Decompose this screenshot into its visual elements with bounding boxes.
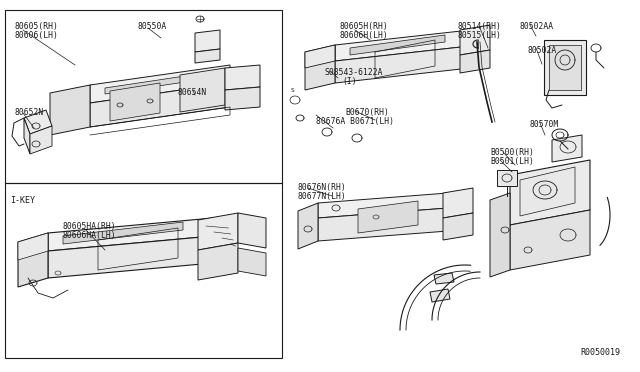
Polygon shape [30, 126, 52, 154]
Polygon shape [198, 243, 238, 280]
Text: S: S [291, 88, 295, 93]
Text: 80677N(LH): 80677N(LH) [298, 192, 347, 201]
Polygon shape [510, 210, 590, 270]
Polygon shape [497, 170, 517, 186]
Text: 80605HA(RH): 80605HA(RH) [62, 222, 116, 231]
Polygon shape [430, 289, 450, 302]
Polygon shape [298, 203, 318, 249]
Polygon shape [48, 218, 213, 251]
Polygon shape [18, 233, 48, 287]
Text: B0500(RH): B0500(RH) [490, 148, 534, 157]
Polygon shape [490, 193, 510, 277]
Polygon shape [238, 248, 266, 276]
Polygon shape [305, 45, 335, 90]
Polygon shape [318, 208, 448, 241]
Text: 80570M: 80570M [530, 120, 559, 129]
Text: R0050019: R0050019 [580, 348, 620, 357]
Polygon shape [24, 110, 52, 134]
Polygon shape [335, 30, 470, 61]
Polygon shape [90, 65, 230, 103]
Text: 80606(LH): 80606(LH) [14, 31, 58, 40]
Polygon shape [195, 30, 220, 52]
Polygon shape [443, 213, 473, 240]
Text: 80502AA: 80502AA [520, 22, 554, 31]
Polygon shape [358, 201, 418, 233]
Polygon shape [50, 85, 90, 135]
Polygon shape [434, 273, 454, 284]
Polygon shape [318, 193, 448, 218]
Text: B0501(LH): B0501(LH) [490, 157, 534, 166]
Text: B0670(RH): B0670(RH) [345, 108, 389, 117]
Polygon shape [238, 213, 266, 248]
Polygon shape [90, 83, 230, 127]
Polygon shape [18, 233, 48, 260]
Text: 80605H(RH): 80605H(RH) [340, 22, 388, 31]
Polygon shape [544, 40, 586, 95]
Polygon shape [460, 25, 490, 55]
Polygon shape [105, 73, 205, 94]
Polygon shape [520, 167, 575, 216]
Polygon shape [48, 236, 213, 278]
Text: 80652N: 80652N [14, 108, 44, 117]
Text: S08543-6122A: S08543-6122A [325, 68, 383, 77]
Bar [5, 10, 282, 183]
Polygon shape [460, 50, 490, 73]
Polygon shape [335, 46, 470, 83]
Polygon shape [510, 160, 590, 225]
Text: 80550A: 80550A [138, 22, 167, 31]
Polygon shape [24, 118, 30, 154]
Polygon shape [180, 68, 225, 112]
Text: 80606HA(LH): 80606HA(LH) [62, 231, 116, 240]
Text: 80606H(LH): 80606H(LH) [340, 31, 388, 40]
Polygon shape [549, 45, 581, 90]
Polygon shape [63, 222, 183, 244]
Polygon shape [225, 65, 260, 90]
Polygon shape [110, 83, 160, 121]
Text: (I): (I) [342, 77, 356, 86]
Bar [5, 183, 282, 358]
Polygon shape [305, 45, 335, 68]
Text: 80654N: 80654N [178, 88, 207, 97]
Text: 80605(RH): 80605(RH) [14, 22, 58, 31]
Polygon shape [198, 213, 238, 250]
Polygon shape [552, 135, 582, 162]
Text: 80676A B0671(LH): 80676A B0671(LH) [316, 117, 394, 126]
Text: 80515(LH): 80515(LH) [458, 31, 502, 40]
Text: 80514(RH): 80514(RH) [458, 22, 502, 31]
Polygon shape [195, 49, 220, 63]
Text: 80502A: 80502A [528, 46, 557, 55]
Polygon shape [350, 35, 445, 55]
Text: 80676N(RH): 80676N(RH) [298, 183, 347, 192]
Text: I-KEY: I-KEY [10, 196, 35, 205]
Polygon shape [225, 87, 260, 110]
Polygon shape [443, 188, 473, 218]
